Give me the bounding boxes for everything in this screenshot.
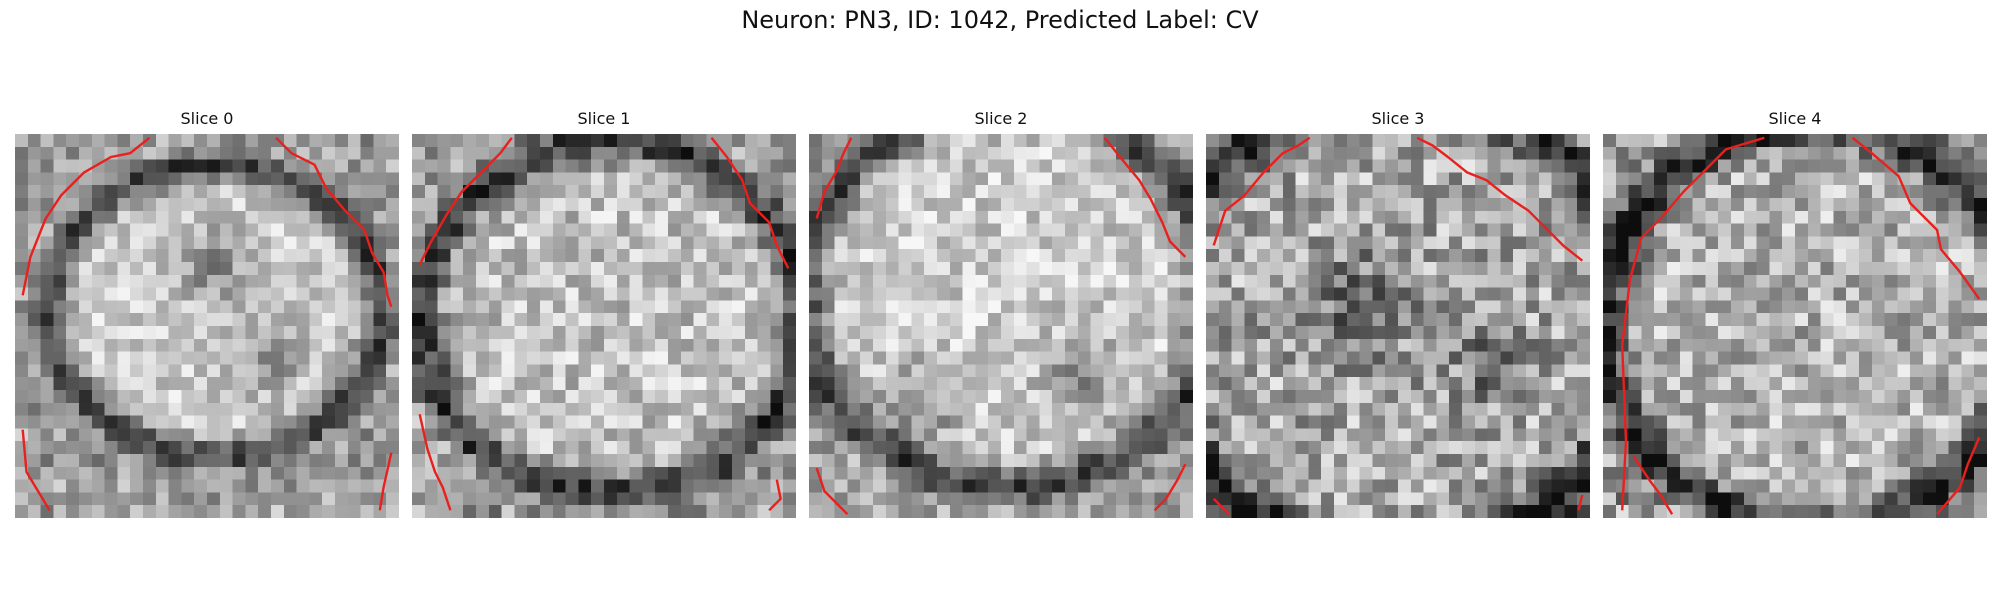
contour-line-0-0	[21, 136, 151, 296]
slice-panel-4: Slice 4	[1603, 108, 1987, 520]
contour-line-3-2	[1212, 497, 1230, 516]
contour-line-1-2	[418, 414, 452, 511]
contour-line-2-0	[815, 137, 853, 219]
slice-contours-0	[21, 136, 393, 511]
slice-pixels-0	[15, 134, 399, 518]
slice-contours-1	[418, 137, 790, 512]
contour-line-3-1	[1416, 136, 1584, 262]
contour-line-1-0	[418, 137, 513, 266]
slice-pixels-1	[412, 134, 796, 518]
slice-title-3: Slice 3	[1371, 109, 1425, 128]
slice-title-1: Slice 1	[577, 109, 631, 128]
slice-panel-1: Slice 1	[412, 108, 796, 520]
slice-panel-0: Slice 0	[15, 108, 399, 520]
slice-contours-3	[1212, 136, 1584, 516]
contour-line-3-3	[1577, 494, 1584, 511]
slice-title-4: Slice 4	[1768, 109, 1822, 128]
slice-panel-2: Slice 2	[809, 108, 1193, 520]
contour-line-1-1	[710, 137, 790, 269]
contour-line-2-1	[1103, 137, 1187, 258]
contour-line-0-1	[275, 136, 393, 308]
slice-image-1	[412, 134, 796, 518]
slice-pixels-4	[1603, 134, 1987, 518]
slice-pixels-3	[1206, 134, 1590, 518]
contour-line-4-2	[1632, 455, 1674, 515]
slice-contours-4	[1621, 136, 1981, 515]
contour-line-4-0	[1621, 136, 1765, 511]
contour-line-0-3	[378, 452, 393, 511]
contour-line-2-3	[1153, 463, 1187, 512]
slice-contours-2	[815, 137, 1187, 516]
slice-pixels-2	[809, 134, 1193, 518]
slice-title-2: Slice 2	[974, 109, 1028, 128]
slice-title-0: Slice 0	[180, 109, 234, 128]
slice-image-0	[15, 134, 399, 518]
contour-line-0-2	[21, 429, 51, 511]
slice-image-4	[1603, 134, 1987, 518]
slice-image-2	[809, 134, 1193, 518]
contour-line-4-3	[1936, 436, 1981, 515]
figure-title: Neuron: PN3, ID: 1042, Predicted Label: …	[741, 6, 1259, 34]
contour-line-1-3	[768, 479, 782, 512]
contour-line-3-0	[1212, 136, 1311, 246]
contour-line-4-1	[1851, 136, 1981, 300]
contour-line-2-2	[815, 467, 849, 516]
slice-panel-3: Slice 3	[1206, 108, 1590, 520]
slice-image-3	[1206, 134, 1590, 518]
